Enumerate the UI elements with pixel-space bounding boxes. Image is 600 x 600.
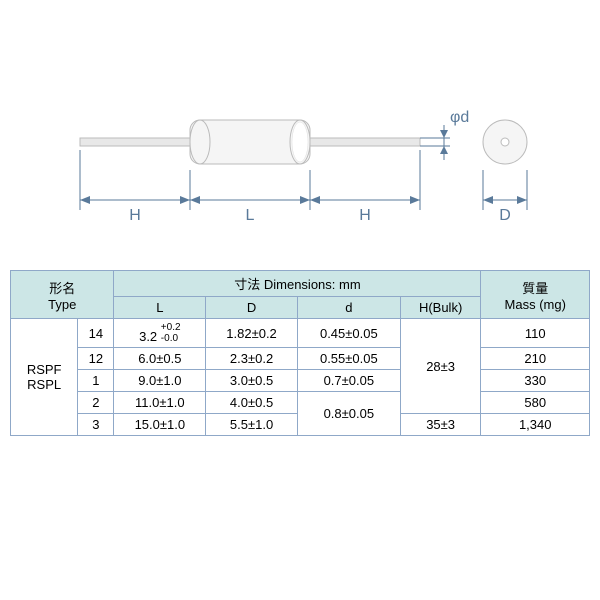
dimensions-table: 形名 Type 寸法 Dimensions: mm 質量 Mass (mg) L…: [10, 270, 590, 436]
cell-L: 11.0±1.0: [114, 392, 206, 414]
cell-code: 12: [78, 348, 114, 370]
dim-H-left: H: [80, 196, 190, 224]
cell-d: 0.55±0.05: [297, 348, 400, 370]
resistor-body: [190, 120, 310, 164]
hdr-d: d: [297, 297, 400, 319]
cell-L: 15.0±1.0: [114, 414, 206, 436]
cell-D: 4.0±0.5: [206, 392, 298, 414]
hdr-dimensions: 寸法 Dimensions: mm: [114, 271, 481, 297]
table-row: 12 6.0±0.5 2.3±0.2 0.55±0.05 210: [11, 348, 590, 370]
table-row: 1 9.0±1.0 3.0±0.5 0.7±0.05 330: [11, 370, 590, 392]
cell-mass: 580: [481, 392, 590, 414]
cell-d: 0.7±0.05: [297, 370, 400, 392]
dim-label-L: L: [246, 207, 255, 224]
cell-code: 1: [78, 370, 114, 392]
cell-mass: 110: [481, 319, 590, 348]
lead-right: [310, 138, 420, 146]
cell-mass: 1,340: [481, 414, 590, 436]
cell-D: 2.3±0.2: [206, 348, 298, 370]
dim-phid: φd: [420, 109, 469, 160]
cell-d: 0.8±0.05: [297, 392, 400, 436]
dim-L: L: [190, 196, 310, 224]
cell-mass: 210: [481, 348, 590, 370]
end-view: D: [483, 120, 527, 224]
table-row: 2 11.0±1.0 4.0±0.5 0.8±0.05 580: [11, 392, 590, 414]
cell-L: 6.0±0.5: [114, 348, 206, 370]
cell-code: 3: [78, 414, 114, 436]
component-diagram: H L H φd D: [30, 60, 570, 250]
lead-left: [80, 138, 190, 146]
dim-label-H1: H: [129, 207, 141, 224]
cell-D: 5.5±1.0: [206, 414, 298, 436]
cell-code: 14: [78, 319, 114, 348]
cell-H: 35±3: [400, 414, 481, 436]
cell-d: 0.45±0.05: [297, 319, 400, 348]
dim-label-phid: φd: [450, 109, 469, 126]
dim-H-right: H: [310, 196, 420, 224]
hdr-mass: 質量 Mass (mg): [481, 271, 590, 319]
cell-type: RSPF RSPL: [11, 319, 78, 436]
hdr-type: 形名 Type: [11, 271, 114, 319]
dim-label-H2: H: [359, 207, 371, 224]
cell-D: 3.0±0.5: [206, 370, 298, 392]
cell-mass: 330: [481, 370, 590, 392]
hdr-H: H(Bulk): [400, 297, 481, 319]
cell-L: 9.0±1.0: [114, 370, 206, 392]
cell-L: 3.2 +0.2-0.0: [114, 319, 206, 348]
cell-D: 1.82±0.2: [206, 319, 298, 348]
hdr-D: D: [206, 297, 298, 319]
cell-H: 28±3: [400, 319, 481, 414]
table-row: RSPF RSPL 14 3.2 +0.2-0.0 1.82±0.2 0.45±…: [11, 319, 590, 348]
cell-code: 2: [78, 392, 114, 414]
dim-label-D: D: [499, 207, 511, 224]
hdr-L: L: [114, 297, 206, 319]
